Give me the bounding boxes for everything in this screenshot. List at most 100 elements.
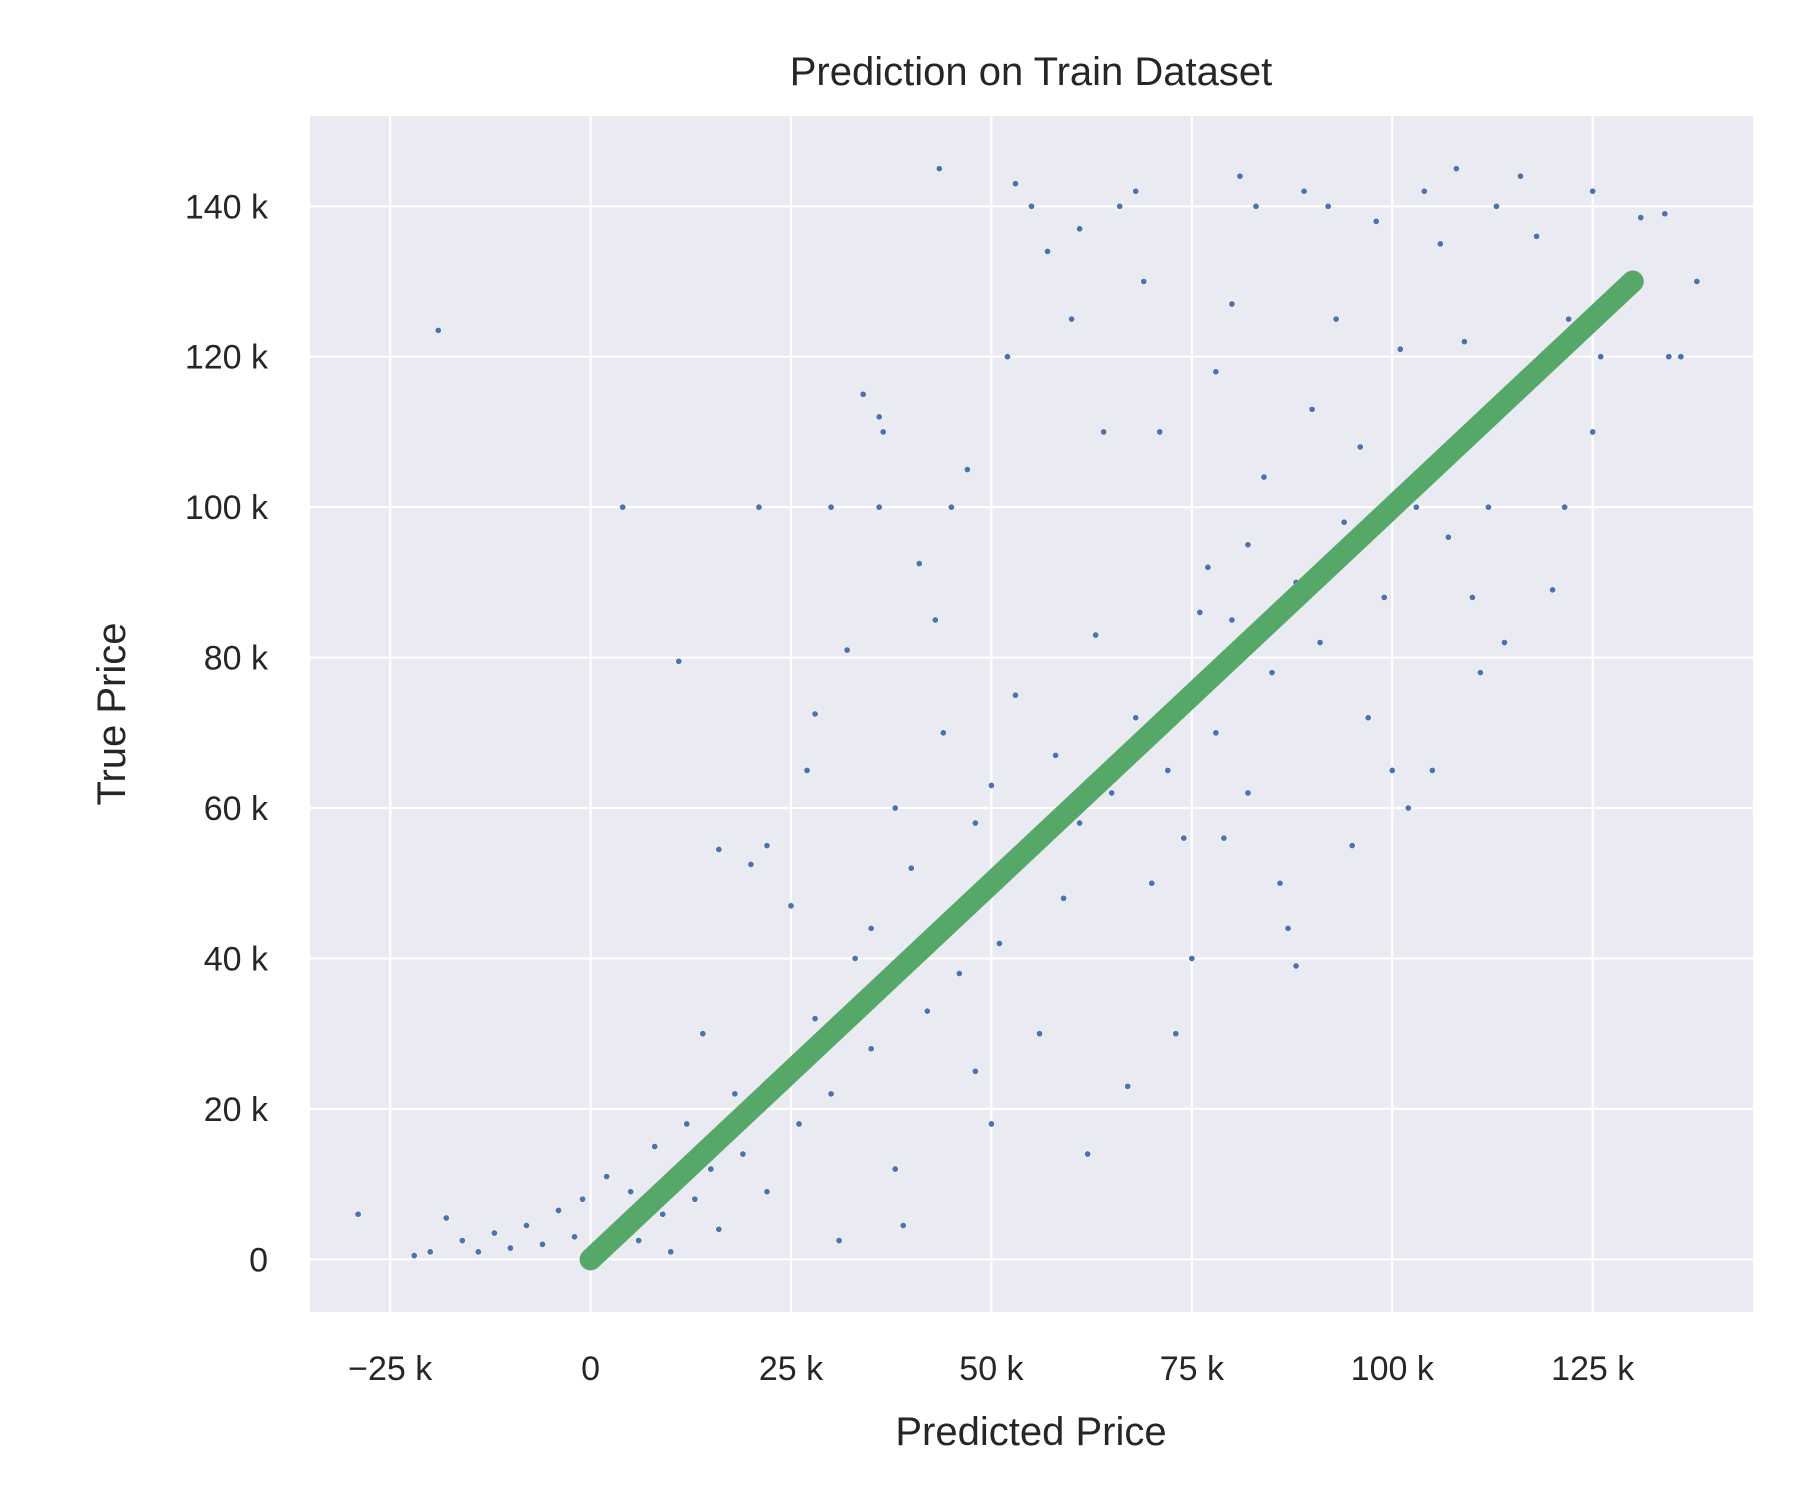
scatter-point xyxy=(1561,503,1569,511)
scatter-point xyxy=(1100,428,1108,436)
x-tick-label: −25 k xyxy=(348,1350,433,1388)
scatter-point xyxy=(1388,766,1396,774)
scatter-point xyxy=(739,1150,747,1158)
y-tick-label: 0 xyxy=(249,1241,268,1279)
scatter-point xyxy=(1196,608,1204,616)
scatter-point xyxy=(410,1252,418,1260)
scatter-point xyxy=(1132,187,1140,195)
scatter-point xyxy=(1420,187,1428,195)
scatter-point xyxy=(931,616,939,624)
scatter-point xyxy=(683,1120,691,1128)
scatter-point xyxy=(1476,669,1484,677)
scatter-point xyxy=(843,646,851,654)
scatter-point xyxy=(1500,639,1508,647)
scatter-point xyxy=(1108,789,1116,797)
scatter-point xyxy=(1428,766,1436,774)
scatter-point xyxy=(1132,714,1140,722)
scatter-point xyxy=(426,1248,434,1256)
scatter-point xyxy=(827,503,835,511)
scatter-point xyxy=(538,1240,546,1248)
scatter-point xyxy=(835,1237,843,1245)
scatter-point xyxy=(795,1120,803,1128)
scatter-point xyxy=(490,1229,498,1237)
scatter-point xyxy=(1116,202,1124,210)
scatter-point xyxy=(619,503,627,511)
scatter-point xyxy=(1252,202,1260,210)
scatter-point xyxy=(1204,563,1212,571)
scatter-point xyxy=(1412,503,1420,511)
scatter-point xyxy=(1188,954,1196,962)
scatter-point xyxy=(947,503,955,511)
scatter-point xyxy=(899,1221,907,1229)
scatter-point xyxy=(1260,473,1268,481)
scatter-point xyxy=(939,729,947,737)
x-axis-label: Predicted Price xyxy=(895,1410,1166,1454)
scatter-point xyxy=(875,413,883,421)
scatter-point xyxy=(827,1090,835,1098)
scatter-point xyxy=(987,781,995,789)
scatter-point xyxy=(651,1143,659,1151)
scatter-point xyxy=(955,970,963,978)
scatter-point xyxy=(715,845,723,853)
scatter-point xyxy=(354,1210,362,1218)
chart-title: Prediction on Train Dataset xyxy=(790,50,1272,94)
line-series xyxy=(579,270,1644,1271)
scatter-point xyxy=(1452,165,1460,173)
x-axis-ticks: −25 k 0 25 k 50 k 75 k 100 k 125 k xyxy=(348,1350,1635,1388)
scatter-point xyxy=(1212,729,1220,737)
scatter-point xyxy=(915,560,923,568)
scatter-point xyxy=(1356,443,1364,451)
scatter-point xyxy=(803,766,811,774)
scatter-point xyxy=(1244,541,1252,549)
scatter-point xyxy=(442,1214,450,1222)
y-tick-label: 140 k xyxy=(185,188,269,226)
scatter-point xyxy=(867,924,875,932)
y-axis-label: True Price xyxy=(90,622,134,805)
y-tick-label: 20 k xyxy=(204,1091,269,1129)
scatter-point xyxy=(1348,842,1356,850)
scatter-point xyxy=(811,710,819,718)
scatter-point xyxy=(1308,405,1316,413)
scatter-point xyxy=(635,1237,643,1245)
scatter-point xyxy=(659,1210,667,1218)
scatter-point xyxy=(1468,593,1476,601)
scatter-point xyxy=(1003,353,1011,361)
scatter-point xyxy=(879,428,887,436)
scatter-point xyxy=(1140,277,1148,285)
scatter-point xyxy=(1156,428,1164,436)
scatter-point xyxy=(1492,202,1500,210)
scatter-point xyxy=(1380,593,1388,601)
scatter-point xyxy=(1484,503,1492,511)
scatter-point xyxy=(1244,789,1252,797)
scatter-point xyxy=(1332,315,1340,323)
scatter-point xyxy=(1364,714,1372,722)
plot-area xyxy=(310,116,1753,1312)
scatter-point xyxy=(699,1030,707,1038)
scatter-point xyxy=(971,1067,979,1075)
scatter-point xyxy=(1220,834,1228,842)
scatter-point xyxy=(1084,1150,1092,1158)
scatter-point xyxy=(579,1195,587,1203)
y-tick-label: 40 k xyxy=(204,940,269,978)
x-tick-label: 100 k xyxy=(1351,1350,1435,1388)
scatter-point xyxy=(1011,180,1019,188)
scatter-point xyxy=(458,1237,466,1245)
scatter-point xyxy=(474,1248,482,1256)
scatter-point xyxy=(1284,924,1292,932)
scatter-point xyxy=(1172,1030,1180,1038)
scatter-point xyxy=(675,657,683,665)
scatter-point xyxy=(1036,1030,1044,1038)
scatter-point xyxy=(1076,225,1084,233)
scatter-point xyxy=(1212,368,1220,376)
x-tick-label: 50 k xyxy=(959,1350,1024,1388)
scatter-point xyxy=(987,1120,995,1128)
scatter-point xyxy=(1340,518,1348,526)
scatter-point xyxy=(851,954,859,962)
scatter-point xyxy=(747,860,755,868)
scatter-point xyxy=(1460,338,1468,346)
scatter-point xyxy=(506,1244,514,1252)
scatter-point xyxy=(1028,202,1036,210)
scatter-point xyxy=(522,1221,530,1229)
scatter-point xyxy=(1180,834,1188,842)
